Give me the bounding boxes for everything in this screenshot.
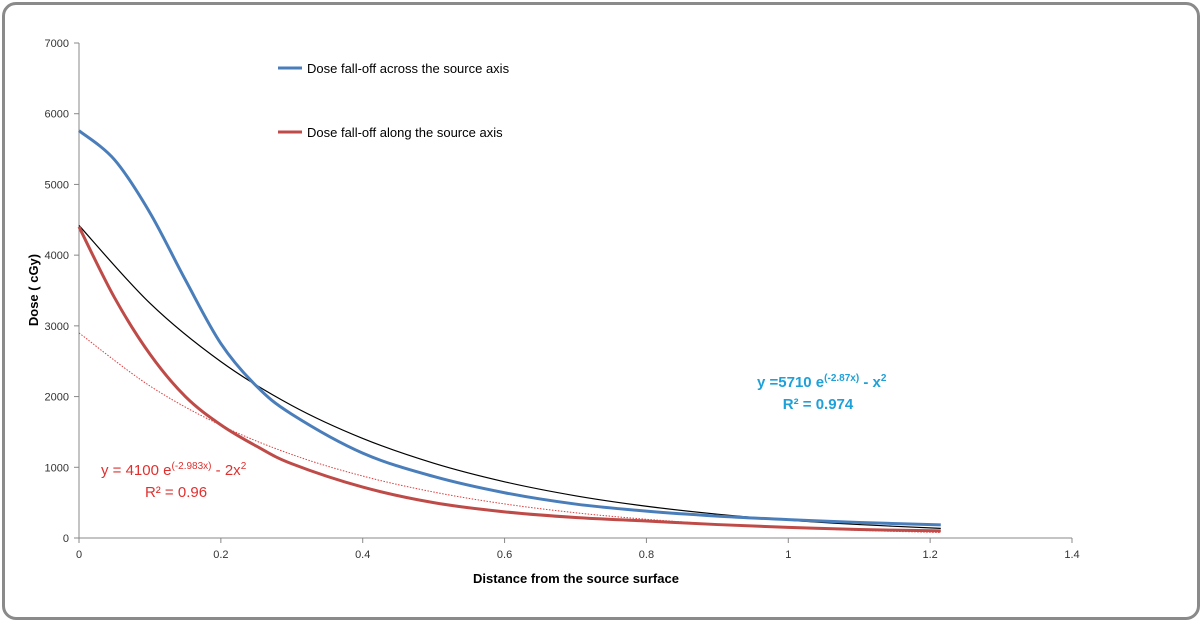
eq-along-suffix: - 2x: [212, 462, 242, 479]
eq-along-exponent: (-2.983x): [171, 461, 211, 472]
eq-along-base: y = 4100 e: [101, 462, 171, 479]
y-tick-label: 1000: [45, 462, 69, 474]
eq-across-suffix: - x: [859, 374, 881, 391]
equation-across: y =5710 e(-2.87x) - x2 R² = 0.974: [757, 373, 887, 413]
y-tick-label: 4000: [45, 250, 69, 262]
eq-across-power: 2: [881, 373, 887, 384]
series-line-0: [78, 129, 941, 527]
x-tick-label: 1.2: [922, 549, 937, 561]
eq-along-r2: R² = 0.96: [145, 484, 207, 501]
y-tick-label: 0: [63, 533, 69, 545]
eq-across-exponent: (-2.87x): [824, 373, 859, 384]
axes: 0 1000 2000 3000 4000 5000 6000 7000 0 0.2 0.4 0.6 0…: [45, 38, 1080, 561]
eq-across-base: y =5710 e: [757, 374, 824, 391]
legend: Dose fall-off across the source axis Dos…: [278, 61, 510, 140]
series-line-3: [78, 332, 941, 534]
series-line-1: [77, 226, 941, 533]
eq-across-r2: R² = 0.974: [783, 396, 854, 413]
y-tick-label: 5000: [45, 179, 69, 191]
x-tick-label: 0.4: [355, 549, 370, 561]
x-tick-label: 0.8: [639, 549, 654, 561]
y-tick-label: 6000: [45, 109, 69, 121]
x-tick-label: 1: [785, 549, 791, 561]
y-tick-label: 7000: [45, 38, 69, 50]
eq-along-power: 2: [241, 461, 247, 472]
x-tick-label: 0.2: [213, 549, 228, 561]
svg-text:y =5710 e(-2.87x) - x2: y =5710 e(-2.87x) - x2: [757, 373, 887, 391]
x-tick-label: 0: [76, 549, 82, 561]
y-tick-label: 3000: [45, 321, 69, 333]
y-axis-label: Dose ( cGy): [26, 254, 41, 326]
legend-label-along: Dose fall-off along the source axis: [307, 125, 503, 140]
legend-label-across: Dose fall-off across the source axis: [307, 61, 510, 76]
x-axis-label: Distance from the source surface: [473, 571, 679, 586]
equation-along: y = 4100 e(-2.983x) - 2x2 R² = 0.96: [101, 461, 247, 501]
svg-text:y = 4100 e(-2.983x) - 2x2: y = 4100 e(-2.983x) - 2x2: [101, 461, 247, 479]
y-tick-label: 2000: [45, 392, 69, 404]
series-lines: [77, 129, 941, 534]
x-tick-label: 1.4: [1064, 549, 1079, 561]
x-tick-label: 0.6: [497, 549, 512, 561]
